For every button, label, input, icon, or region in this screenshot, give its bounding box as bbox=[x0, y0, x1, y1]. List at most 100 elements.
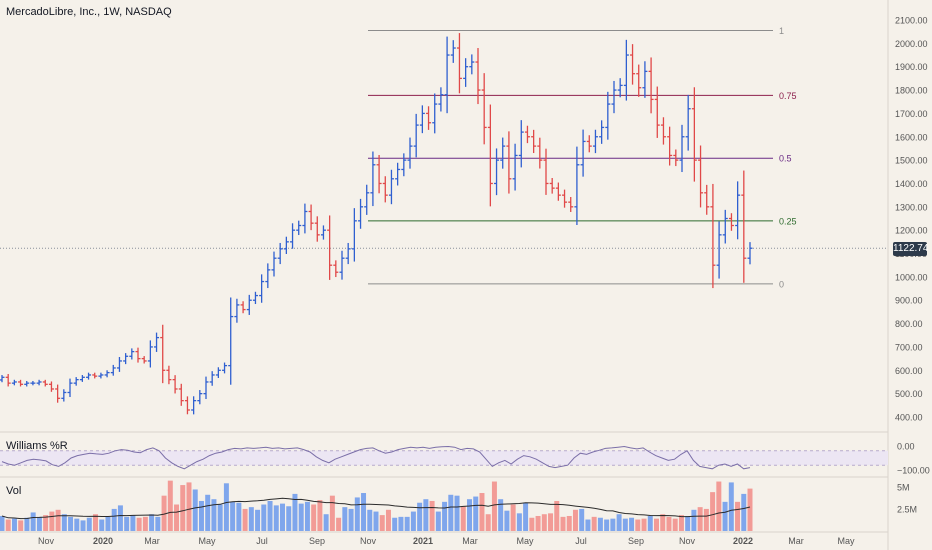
volume-bar bbox=[392, 517, 398, 531]
volume-bar bbox=[74, 518, 80, 531]
volume-bar bbox=[186, 482, 192, 531]
volume-bar bbox=[192, 489, 198, 531]
ohlc-bar bbox=[333, 260, 339, 278]
ohlc-bar bbox=[5, 373, 11, 387]
volume-bar bbox=[560, 516, 566, 531]
ohlc-bar bbox=[154, 332, 160, 352]
volume-bar bbox=[36, 516, 42, 531]
ohlc-bar bbox=[364, 184, 370, 215]
volume-bar bbox=[616, 514, 622, 531]
ohlc-bar bbox=[426, 106, 432, 130]
volume-bar bbox=[523, 502, 529, 531]
ohlc-bar bbox=[444, 36, 450, 114]
volume-bar bbox=[304, 501, 310, 531]
volume-bar bbox=[703, 508, 709, 531]
volume-bar bbox=[429, 500, 435, 531]
ohlc-bar bbox=[358, 198, 364, 229]
volume-bar bbox=[417, 502, 423, 531]
volume-bar bbox=[716, 481, 722, 531]
ohlc-bar bbox=[747, 242, 753, 265]
ohlc-bar bbox=[61, 389, 67, 402]
x-tick-label: 2022 bbox=[733, 536, 753, 546]
ohlc-bar bbox=[481, 73, 487, 145]
volume-bar bbox=[454, 495, 460, 531]
volume-bar bbox=[230, 501, 236, 531]
ohlc-bar bbox=[395, 162, 401, 186]
ohlc-bar bbox=[592, 129, 598, 154]
volume-label: Vol bbox=[6, 485, 22, 497]
ohlc-bar bbox=[537, 137, 543, 169]
volume-bar bbox=[666, 516, 672, 531]
volume-bar bbox=[510, 504, 516, 531]
volume-bar bbox=[86, 517, 92, 531]
volume-bar bbox=[298, 503, 304, 531]
ohlc-bar bbox=[407, 137, 413, 169]
ohlc-bar bbox=[370, 151, 376, 207]
volume-bar bbox=[423, 499, 429, 531]
y-tick-label: 400.00 bbox=[895, 413, 923, 423]
ohlc-bar bbox=[320, 225, 326, 240]
ohlc-bar bbox=[679, 124, 685, 173]
ohlc-bar bbox=[630, 44, 636, 85]
volume-bar bbox=[367, 509, 373, 531]
ohlc-bar bbox=[611, 80, 617, 114]
ohlc-bar bbox=[351, 208, 357, 262]
ohlc-bar bbox=[42, 379, 48, 387]
ohlc-bar bbox=[524, 125, 530, 144]
ohlc-bar bbox=[735, 181, 741, 240]
volume-bar bbox=[49, 511, 55, 531]
ohlc-bar bbox=[660, 117, 666, 145]
ohlc-bar bbox=[710, 183, 716, 289]
volume-bar bbox=[498, 499, 504, 531]
ohlc-bar bbox=[518, 120, 524, 168]
ohlc-bar bbox=[209, 371, 215, 386]
volume-bar bbox=[548, 513, 554, 531]
volume-bar bbox=[236, 502, 242, 531]
volume-bar bbox=[124, 516, 130, 531]
ohlc-bar bbox=[86, 372, 92, 380]
volume-bar bbox=[342, 507, 348, 531]
ohlc-bar bbox=[104, 370, 110, 378]
volume-bar bbox=[647, 515, 653, 531]
volume-bar bbox=[55, 509, 61, 531]
ohlc-bar bbox=[456, 33, 462, 94]
ohlc-bar bbox=[73, 377, 79, 386]
x-tick-label: May bbox=[198, 536, 216, 546]
volume-bar bbox=[410, 511, 416, 531]
ohlc-bar bbox=[500, 137, 506, 169]
ohlc-bar bbox=[475, 48, 481, 105]
volume-bar bbox=[361, 493, 367, 531]
volume-bar bbox=[735, 501, 741, 531]
volume-bar bbox=[223, 483, 229, 531]
volume-bar bbox=[242, 508, 248, 531]
volume-ma-line bbox=[1, 497, 751, 520]
volume-bar bbox=[317, 500, 323, 531]
ohlc-bar bbox=[586, 135, 592, 153]
y-tick-label: 1300.00 bbox=[895, 202, 928, 212]
volume-bar bbox=[622, 518, 628, 531]
fib-level-label: 0.25 bbox=[779, 216, 797, 226]
volume-bar bbox=[11, 518, 17, 531]
volume-bar bbox=[747, 488, 753, 531]
ohlc-bar bbox=[623, 39, 629, 101]
ohlc-bar bbox=[0, 375, 5, 383]
fib-retracement: 1 0.75 0.5 0.25 0 bbox=[368, 26, 797, 289]
ohlc-bar bbox=[673, 149, 679, 167]
y-tick-label: 600.00 bbox=[895, 366, 923, 376]
volume-bar bbox=[385, 509, 391, 531]
volume-bar bbox=[448, 494, 454, 531]
y-tick-label: 1000.00 bbox=[895, 272, 928, 282]
x-tick-label: 2020 bbox=[93, 536, 113, 546]
volume-bar bbox=[105, 516, 111, 531]
volume-bar bbox=[597, 517, 603, 531]
y-tick-label: 500.00 bbox=[895, 389, 923, 399]
volume-bar bbox=[149, 514, 155, 531]
ohlc-bar bbox=[722, 209, 728, 244]
ohlc-bar bbox=[506, 131, 512, 194]
ohlc-bar bbox=[147, 340, 153, 368]
y-tick-label: 1200.00 bbox=[895, 226, 928, 236]
volume-bar bbox=[61, 514, 67, 531]
volume-bar bbox=[654, 518, 659, 531]
volume-bar bbox=[43, 515, 49, 531]
ohlc-bar bbox=[698, 145, 704, 208]
